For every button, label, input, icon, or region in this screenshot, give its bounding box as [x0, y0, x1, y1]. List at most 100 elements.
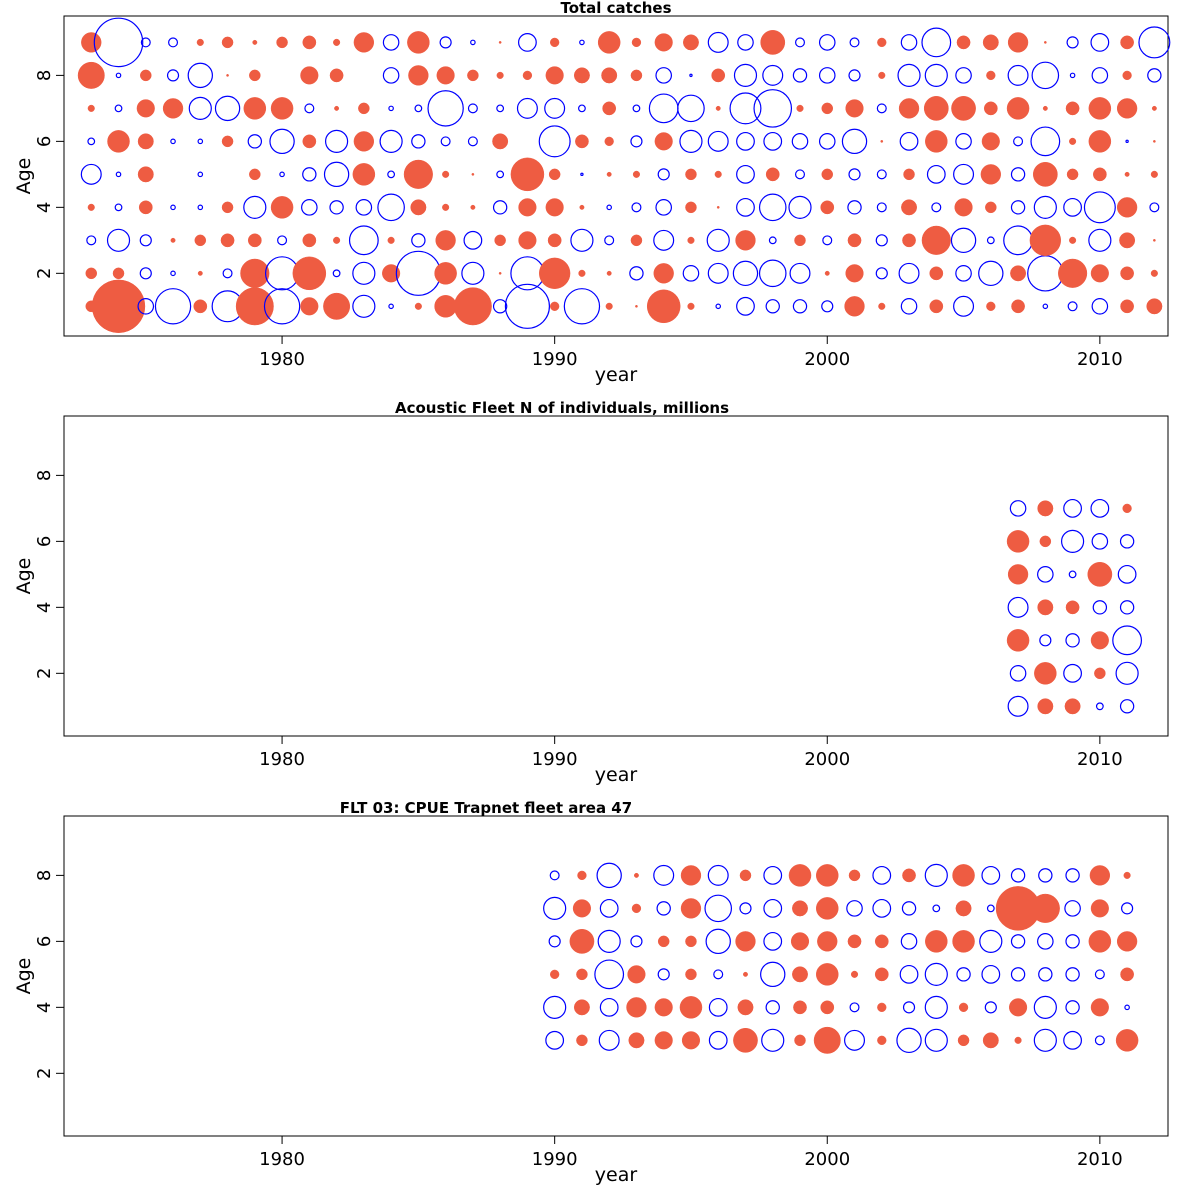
bubble-negative — [1115, 661, 1139, 685]
bubble-positive — [1146, 298, 1163, 315]
bubble-negative — [706, 228, 730, 252]
bubble-positive — [630, 234, 643, 247]
bubble-positive — [548, 168, 561, 181]
x-tick-label: 1990 — [532, 749, 578, 770]
bubble-negative — [80, 163, 102, 185]
bubble-negative — [187, 62, 213, 89]
bubble-negative — [1009, 665, 1027, 682]
bubble-negative — [548, 935, 561, 948]
bubble-negative — [114, 203, 123, 212]
bubble-positive — [1034, 662, 1057, 685]
bubble-positive — [685, 201, 697, 214]
bubble-positive — [1069, 236, 1077, 244]
bubble-negative — [1065, 1000, 1080, 1015]
bubble-positive — [1120, 35, 1134, 50]
bubble-positive — [1006, 97, 1030, 120]
bubble-positive — [981, 132, 1000, 151]
bubble-positive — [77, 61, 105, 89]
bubble-positive — [576, 1034, 588, 1047]
bubble-negative — [197, 171, 204, 178]
bubble-positive — [1037, 500, 1054, 517]
bubble-negative — [707, 130, 729, 152]
y-tick-label: 4 — [34, 1002, 55, 1013]
bubble-negative — [106, 228, 131, 252]
bubble-negative — [758, 193, 787, 222]
bubble-positive — [716, 205, 720, 209]
bubble-negative — [707, 864, 729, 886]
bubble-positive — [518, 198, 537, 217]
y-tick-label: 4 — [34, 202, 55, 213]
bubble-positive — [442, 170, 450, 178]
bubble-negative — [170, 138, 176, 145]
bubble-positive — [550, 37, 560, 48]
bubble-positive — [680, 898, 702, 919]
bubble-positive — [898, 98, 920, 119]
bubble-positive — [952, 930, 975, 953]
bubble-positive — [545, 66, 564, 85]
bubble-positive — [193, 299, 208, 314]
bubble-negative — [139, 267, 152, 280]
bubble-negative — [737, 34, 754, 51]
bubble-negative — [1065, 967, 1080, 982]
bubble-negative — [1010, 934, 1026, 949]
bubble-positive — [1122, 503, 1132, 514]
bubble-positive — [1120, 266, 1134, 281]
bubble-positive — [292, 256, 327, 291]
bubble-negative — [578, 104, 586, 113]
bubble-negative — [657, 968, 670, 981]
bubble-positive — [958, 1002, 969, 1012]
bubble-positive — [685, 968, 697, 981]
y-axis-label: Age — [13, 958, 35, 995]
bubble-positive — [602, 101, 617, 116]
bubble-positive — [1087, 562, 1113, 587]
bubble-negative — [395, 250, 441, 296]
bubble-negative — [543, 896, 567, 920]
bubble-positive — [471, 173, 475, 176]
bubble-negative — [818, 34, 836, 51]
bubble-negative — [188, 96, 212, 120]
bubble-negative — [926, 164, 946, 184]
bubble-positive — [1088, 930, 1112, 953]
bubble-negative — [597, 929, 621, 953]
bubble-negative — [760, 961, 786, 988]
bubble-negative — [1066, 36, 1079, 49]
bubble-negative — [715, 303, 722, 310]
bubble-negative — [324, 129, 349, 153]
bubble-positive — [601, 67, 618, 84]
bubble-negative — [848, 69, 861, 82]
bubble-negative — [729, 92, 762, 125]
bubble-positive — [1153, 140, 1156, 143]
bubble-negative — [115, 171, 122, 178]
bubble-positive — [270, 97, 294, 120]
bubble-positive — [410, 199, 427, 216]
bubble-negative — [1149, 202, 1160, 213]
bubble-negative — [875, 234, 888, 247]
bubble-negative — [214, 95, 241, 122]
bubble-positive — [302, 35, 317, 50]
bubble-positive — [715, 105, 721, 111]
bubble-negative — [599, 898, 619, 918]
bubble-positive — [1122, 70, 1132, 81]
bubble-positive — [1069, 137, 1077, 145]
bubble-negative — [440, 136, 451, 147]
bubble-positive — [1119, 232, 1136, 249]
bubble-negative — [1083, 191, 1116, 224]
bubble-negative — [302, 167, 317, 182]
x-axis-label: year — [595, 364, 638, 386]
bubble-positive — [957, 1034, 970, 1047]
bubble-positive — [824, 270, 830, 276]
bubble-negative — [1090, 32, 1110, 52]
bubble-positive — [170, 237, 176, 243]
bubble-negative — [467, 103, 478, 114]
x-tick-label: 1980 — [259, 749, 305, 770]
x-tick-label: 1980 — [259, 1149, 305, 1170]
bubble-negative — [170, 204, 176, 211]
bubble-positive — [794, 234, 806, 247]
bubble-positive — [929, 299, 944, 314]
bubble-negative — [902, 1001, 916, 1014]
bubble-negative — [1125, 139, 1129, 144]
bubble-negative — [899, 964, 919, 984]
bubble-positive — [575, 134, 589, 149]
plot-frame — [63, 15, 1169, 337]
